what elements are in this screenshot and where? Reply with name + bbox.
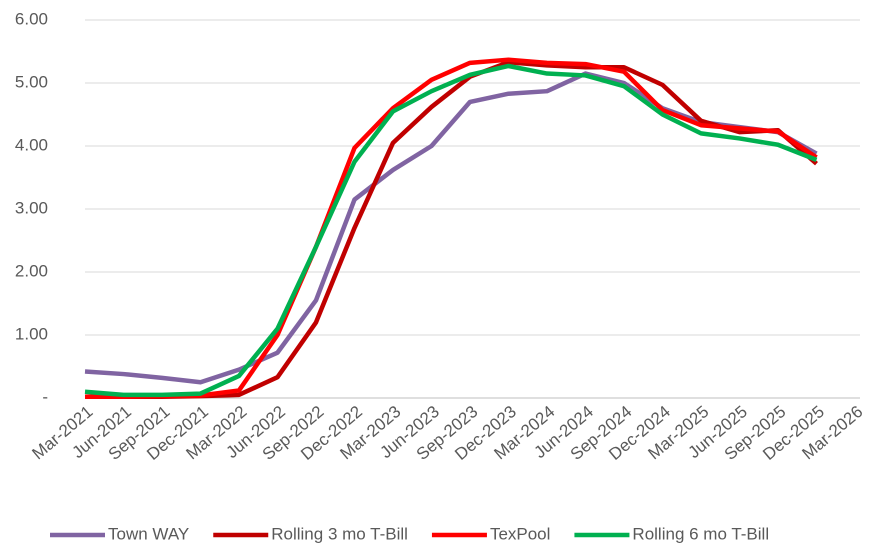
y-tick-label: 1.00 [15,324,48,343]
legend-label: Rolling 3 mo T-Bill [271,524,408,543]
y-tick-label: 2.00 [15,261,48,280]
legend-label: Rolling 6 mo T-Bill [632,524,769,543]
series-line [85,59,818,399]
series-line [85,57,818,399]
series-line [84,63,818,398]
legend-label: TexPool [490,524,550,543]
y-tick-label: 3.00 [15,198,48,217]
legend-label: Town WAY [108,524,189,543]
y-tick-label: 5.00 [15,72,48,91]
y-tick-label: - [42,387,48,406]
y-tick-label: 4.00 [15,135,48,154]
series-line [84,71,818,385]
y-tick-label: 6.00 [15,9,48,28]
